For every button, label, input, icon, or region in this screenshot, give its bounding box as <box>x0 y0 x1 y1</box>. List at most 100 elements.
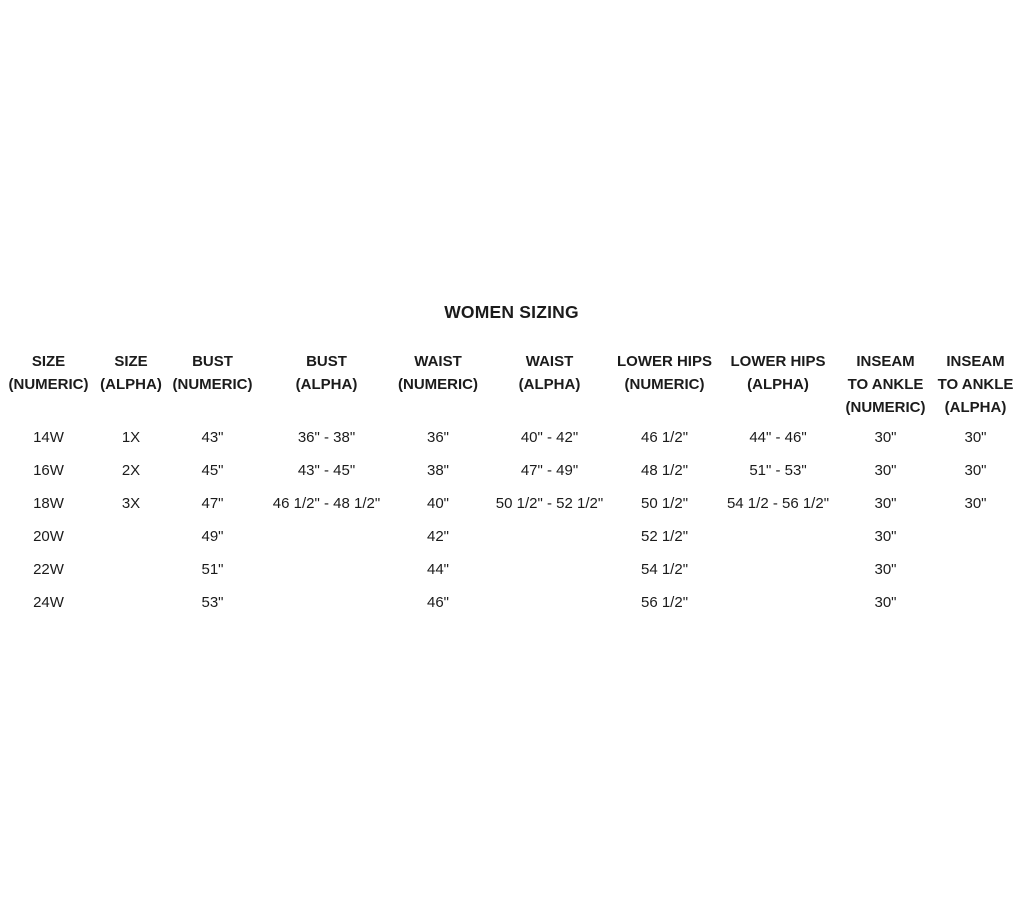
table-cell: 53" <box>201 594 224 611</box>
column-header-bust-numeric: BUST (NUMERIC) <box>165 350 260 419</box>
table-cell: 30" <box>874 462 897 479</box>
column-header-lower-hips-alpha: LOWER HIPS (ALPHA) <box>713 350 843 419</box>
table-cell: 2X <box>121 462 141 479</box>
table-row: 24W 53" 46" 56 1/2" 30" <box>0 586 1023 619</box>
table-body: 14W 1X 43" 36" - 38" 36" 40" - 42" 46 1/2" 44" … <box>0 421 1023 619</box>
table-cell <box>97 520 165 553</box>
table-cell: 36" - 38" <box>297 429 356 446</box>
column-header-line: TO ANKLE <box>847 376 924 393</box>
table-cell <box>928 586 1023 619</box>
table-header-row: SIZE (NUMERIC) SIZE (ALPHA) BUST (NUMERIC) BUS… <box>0 350 1023 419</box>
column-header-line: INSEAM <box>946 353 1005 370</box>
table-cell: 42" <box>426 528 449 545</box>
table-row: 14W 1X 43" 36" - 38" 36" 40" - 42" 46 1/2" 44" … <box>0 421 1023 454</box>
table-cell <box>928 553 1023 586</box>
table-cell: 46 1/2" - 48 1/2" <box>272 495 381 512</box>
table-cell: 30" <box>874 429 897 446</box>
table-cell: 51" <box>201 561 224 578</box>
table-row: 16W 2X 45" 43" - 45" 38" 47" - 49" 48 1/2" 51" … <box>0 454 1023 487</box>
table-cell: 51" - 53" <box>749 462 807 479</box>
table-cell: 30" <box>874 561 897 578</box>
table-row: 18W 3X 47" 46 1/2" - 48 1/2" 40" 50 1/2" - 52… <box>0 487 1023 520</box>
table-cell: 43" <box>201 429 224 446</box>
page-title: WOMEN SIZING <box>444 302 579 322</box>
column-header-inseam-to-ankle-alpha: INSEAM TO ANKLE (ALPHA) <box>928 350 1023 419</box>
table-cell: 49" <box>201 528 224 545</box>
table-cell: 44" <box>426 561 449 578</box>
column-header-line: SIZE <box>114 353 148 370</box>
table-cell: 43" - 45" <box>297 462 356 479</box>
table-cell: 50 1/2" - 52 1/2" <box>495 495 604 512</box>
table-cell: 48 1/2" <box>640 462 689 479</box>
column-header-line: (NUMERIC) <box>845 399 926 416</box>
column-header-inseam-to-ankle-numeric: INSEAM TO ANKLE (NUMERIC) <box>843 350 928 419</box>
table-cell: 40" - 42" <box>520 429 579 446</box>
column-header-line: (ALPHA) <box>295 376 358 393</box>
table-cell <box>97 553 165 586</box>
table-cell: 16W <box>33 462 64 479</box>
table-cell: 30" <box>964 429 987 446</box>
sizing-table: SIZE (NUMERIC) SIZE (ALPHA) BUST (NUMERIC) BUS… <box>0 350 1023 619</box>
table-cell <box>260 586 393 619</box>
table-cell <box>260 553 393 586</box>
table-cell: 40" <box>426 495 449 512</box>
table-cell: 54 1/2" <box>640 561 689 578</box>
column-header-size-alpha: SIZE (ALPHA) <box>97 350 165 419</box>
table-row: 22W 51" 44" 54 1/2" 30" <box>0 553 1023 586</box>
column-header-line: (ALPHA) <box>944 399 1007 416</box>
column-header-line: (NUMERIC) <box>172 376 253 393</box>
column-header-line: WAIST <box>525 353 574 370</box>
table-cell: 36" <box>426 429 449 446</box>
table-cell: 56 1/2" <box>640 594 689 611</box>
table-cell: 46" <box>426 594 449 611</box>
table-cell: 20W <box>33 528 64 545</box>
column-header-line: SIZE <box>31 353 66 370</box>
column-header-line: (ALPHA) <box>747 376 809 393</box>
table-cell <box>483 586 616 619</box>
table-cell: 14W <box>33 429 64 446</box>
table-cell <box>483 553 616 586</box>
table-cell: 3X <box>121 495 141 512</box>
table-cell <box>928 520 1023 553</box>
column-header-line: WAIST <box>414 353 462 370</box>
table-cell: 1X <box>121 429 141 446</box>
column-header-lower-hips-numeric: LOWER HIPS (NUMERIC) <box>616 350 713 419</box>
table-cell: 30" <box>964 495 987 512</box>
column-header-line: (NUMERIC) <box>8 376 89 393</box>
table-cell <box>713 586 843 619</box>
table-cell: 30" <box>874 528 897 545</box>
column-header-line: TO ANKLE <box>937 376 1014 393</box>
table-cell <box>713 520 843 553</box>
column-header-line: LOWER HIPS <box>616 353 712 370</box>
table-cell: 22W <box>33 561 64 578</box>
table-cell: 30" <box>874 594 897 611</box>
table-cell <box>260 520 393 553</box>
column-header-waist-alpha: WAIST (ALPHA) <box>483 350 616 419</box>
column-header-size-numeric: SIZE (NUMERIC) <box>0 350 97 419</box>
column-header-line: (NUMERIC) <box>398 376 478 393</box>
table-cell: 18W <box>33 495 64 512</box>
table-cell: 47" - 49" <box>520 462 579 479</box>
table-cell: 52 1/2" <box>640 528 689 545</box>
table-cell <box>483 520 616 553</box>
table-cell: 30" <box>964 462 987 479</box>
table-cell <box>713 553 843 586</box>
table-cell: 46 1/2" <box>640 429 689 446</box>
column-header-line: LOWER HIPS <box>730 353 826 370</box>
column-header-line: BUST <box>306 353 347 370</box>
table-cell <box>97 586 165 619</box>
table-cell: 54 1/2 - 56 1/2" <box>726 495 830 512</box>
table-row: 20W 49" 42" 52 1/2" 30" <box>0 520 1023 553</box>
column-header-waist-numeric: WAIST (NUMERIC) <box>393 350 483 419</box>
table-cell: 30" <box>874 495 897 512</box>
table-cell: 44" - 46" <box>749 429 807 446</box>
table-cell: 45" <box>201 462 224 479</box>
table-cell: 24W <box>33 594 64 611</box>
column-header-line: BUST <box>192 353 233 370</box>
column-header-bust-alpha: BUST (ALPHA) <box>260 350 393 419</box>
table-cell: 47" <box>201 495 224 512</box>
column-header-line: INSEAM <box>856 353 915 370</box>
column-header-line: (NUMERIC) <box>624 376 705 393</box>
column-header-line: (ALPHA) <box>518 376 581 393</box>
table-cell: 38" <box>426 462 449 479</box>
